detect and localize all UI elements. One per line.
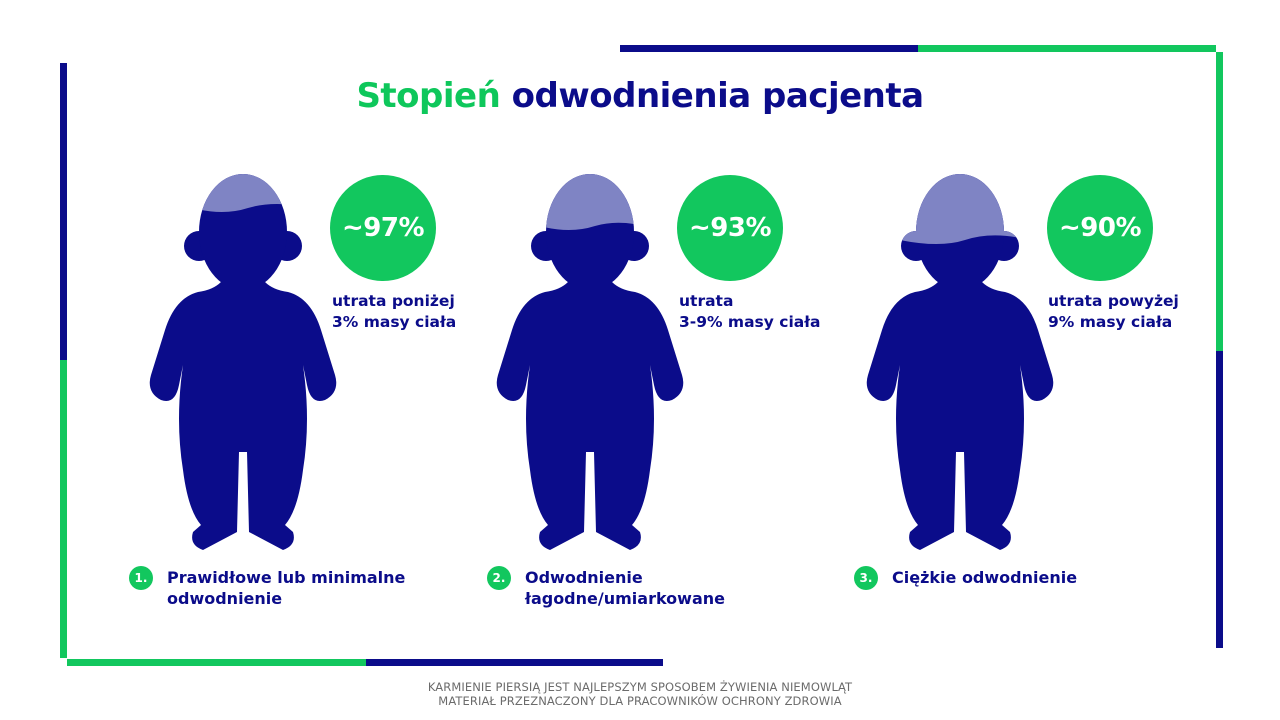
loss-text-3: utrata powyżej 9% masy ciała <box>1048 291 1179 333</box>
loss-line-1: utrata poniżej <box>332 292 455 310</box>
frame-bottom-navy <box>366 659 663 666</box>
stage-name: Ciężkie odwodnienie <box>892 567 1077 588</box>
frame-bottom-green <box>67 659 366 666</box>
frame-left-green <box>60 360 67 658</box>
frame-top-navy <box>620 45 918 52</box>
loss-text-1: utrata poniżej 3% masy ciała <box>332 291 456 333</box>
stage-name: Prawidłowe lub minimalne odwodnienie <box>167 567 405 609</box>
child-silhouette-icon <box>496 174 684 550</box>
stage-name-line-1: Ciężkie odwodnienie <box>892 568 1078 587</box>
loss-line-2: 3% masy ciała <box>332 313 457 331</box>
percent-badge-2: ~93% <box>677 175 783 281</box>
stage-name-line-2: łagodne/umiarkowane <box>525 589 725 608</box>
loss-line-2: 9% masy ciała <box>1048 313 1173 331</box>
child-figure-3 <box>850 160 1070 560</box>
footer-line-1: KARMIENIE PIERSIĄ JEST NAJLEPSZYM SPOSOB… <box>427 680 853 694</box>
page-title: Stopień odwodnienia pacjenta <box>0 76 1280 116</box>
percent-badge-1: ~97% <box>330 175 436 281</box>
stage-name-line-1: Prawidłowe lub minimalne <box>167 568 406 587</box>
frame-right-green <box>1216 52 1223 351</box>
frame-right-navy <box>1216 351 1223 648</box>
footer-disclaimer: KARMIENIE PIERSIĄ JEST NAJLEPSZYM SPOSOB… <box>0 680 1280 708</box>
stage-name-line-2: odwodnienie <box>167 589 283 608</box>
loss-line-2: 3-9% masy ciała <box>679 313 821 331</box>
child-silhouette-icon <box>149 174 337 550</box>
child-figure-2 <box>480 160 700 560</box>
stage-number-badge: 2. <box>487 566 511 590</box>
child-figure-1 <box>133 160 353 560</box>
frame-left-navy <box>60 63 67 360</box>
percent-badge-3: ~90% <box>1047 175 1153 281</box>
footer-line-2: MATERIAŁ PRZEZNACZONY DLA PRACOWNIKÓW OC… <box>438 694 842 708</box>
stage-number-badge: 1. <box>129 566 153 590</box>
title-accent: Stopień <box>356 76 501 116</box>
stage-label-2: 2. Odwodnienie łagodne/umiarkowane <box>487 566 725 609</box>
stage-label-3: 3. Ciężkie odwodnienie <box>854 566 1077 590</box>
loss-text-2: utrata 3-9% masy ciała <box>679 291 820 333</box>
frame-top-green <box>918 45 1216 52</box>
stage-label-1: 1. Prawidłowe lub minimalne odwodnienie <box>129 566 405 609</box>
stage-number-badge: 3. <box>854 566 878 590</box>
loss-line-1: utrata <box>679 292 734 310</box>
stage-name: Odwodnienie łagodne/umiarkowane <box>525 567 725 609</box>
child-silhouette-icon <box>866 174 1054 550</box>
stage-name-line-1: Odwodnienie <box>525 568 643 587</box>
loss-line-1: utrata powyżej <box>1048 292 1179 310</box>
title-main: odwodnienia pacjenta <box>511 76 924 116</box>
